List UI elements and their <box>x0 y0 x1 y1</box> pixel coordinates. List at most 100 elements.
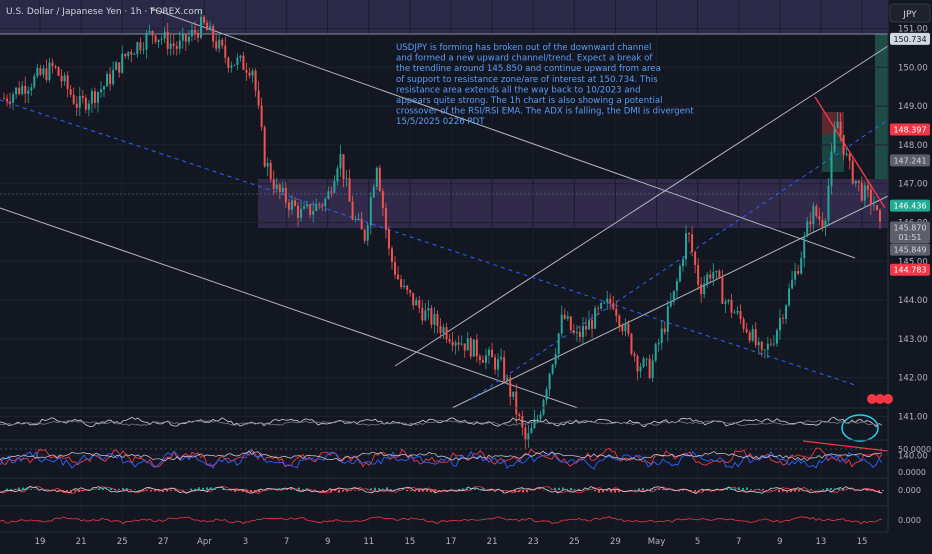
candle-body <box>864 185 866 200</box>
alert-icon-3[interactable] <box>883 394 893 404</box>
macd-bar <box>450 489 452 490</box>
candle-body <box>270 163 272 179</box>
candle-body <box>555 354 557 365</box>
candle-body <box>185 34 187 42</box>
candle-body <box>206 23 208 30</box>
candle-body <box>233 65 235 66</box>
candle-body <box>430 308 432 325</box>
macd-bar <box>26 487 28 490</box>
macd-bar <box>174 490 176 491</box>
time-tick-label: 19 <box>35 537 46 547</box>
macd-bar <box>286 489 288 490</box>
macd-bar <box>106 489 108 490</box>
candle-body <box>403 286 405 287</box>
annotation-line: the trendline around 145.850 and continu… <box>396 64 661 74</box>
macd-bar <box>794 490 796 492</box>
candle-body <box>791 280 793 289</box>
candle-body <box>327 191 329 199</box>
candle-body <box>315 204 317 211</box>
price-tag-label: 144.783 <box>893 266 926 275</box>
candle-body <box>512 392 514 397</box>
macd-bar <box>282 489 284 490</box>
candle-body <box>103 86 105 89</box>
candle-body <box>412 293 414 305</box>
candle-body <box>743 319 745 329</box>
macd-bar <box>126 488 128 490</box>
candle-body <box>506 378 508 382</box>
macd-bar <box>430 490 432 492</box>
time-tick-label: 21 <box>76 537 87 547</box>
candle-body <box>164 32 166 39</box>
candle-body <box>161 39 163 40</box>
candle-body <box>221 40 223 46</box>
time-tick-label: 7 <box>284 537 289 547</box>
candle-body <box>703 284 705 295</box>
candle-body <box>752 329 754 340</box>
macd-bar <box>394 489 396 490</box>
candle-body <box>779 318 781 330</box>
annotation-line: USDJPY is forming has broken out of the … <box>396 43 651 53</box>
price-tag-label: 01:51 <box>898 233 921 242</box>
time-axis <box>0 532 932 550</box>
price-tag-label: 148.397 <box>893 125 926 134</box>
macd-bar <box>706 490 708 491</box>
macd-bar <box>578 489 580 490</box>
candle-body <box>376 168 378 187</box>
macd-bar <box>290 489 292 490</box>
candle-body <box>576 332 578 333</box>
candle-body <box>436 314 438 326</box>
candle-body <box>324 199 326 206</box>
price-tag-label: 147.241 <box>893 156 926 165</box>
candle-body <box>461 344 463 345</box>
candle-body <box>245 70 247 73</box>
macd-bar <box>878 490 880 492</box>
candle-body <box>94 91 96 103</box>
candle-body <box>455 343 457 346</box>
candle-body <box>352 202 354 220</box>
macd-bar <box>866 490 868 491</box>
candle-body <box>712 272 714 278</box>
macd-bar <box>30 489 32 490</box>
candle-body <box>85 98 87 110</box>
candle-body <box>382 191 384 208</box>
macd-bar <box>198 487 200 490</box>
macd-bar <box>194 489 196 490</box>
macd-bar <box>882 490 884 491</box>
price-tick-label: 144.00 <box>898 296 928 306</box>
candle-body <box>749 332 751 340</box>
macd-bar <box>414 490 416 492</box>
macd-bar <box>574 489 576 490</box>
candle-body <box>761 342 763 350</box>
candle-body <box>673 291 675 302</box>
candle-body <box>112 70 114 84</box>
candle-body <box>215 41 217 48</box>
alert-icons[interactable] <box>867 394 893 404</box>
macd-bar <box>718 489 720 490</box>
candle-body <box>200 17 202 38</box>
macd-bar <box>342 490 344 492</box>
macd-bar <box>78 490 80 492</box>
macd-bar <box>466 487 468 490</box>
candle-body <box>48 62 50 80</box>
candle-body <box>843 135 845 155</box>
candle-body <box>464 344 466 351</box>
macd-bar <box>602 490 604 492</box>
candle-body <box>148 31 150 33</box>
time-tick-label: May <box>648 537 666 547</box>
candle-body <box>670 302 672 307</box>
candle-body <box>321 205 323 206</box>
macd-bar <box>298 488 300 490</box>
candle-body <box>394 262 396 275</box>
macd-bar <box>650 488 652 490</box>
candle-body <box>721 278 723 304</box>
macd-bar <box>462 488 464 490</box>
candle-body <box>136 42 138 54</box>
candle-body <box>667 306 669 332</box>
macd-bar <box>338 490 340 493</box>
macd-bar <box>666 489 668 490</box>
macd-bar <box>810 489 812 490</box>
macd-bar <box>730 488 732 490</box>
candle-body <box>800 258 802 274</box>
macd-bar <box>526 490 528 492</box>
annotation-line: of support to resistance zone/are of int… <box>396 75 658 85</box>
